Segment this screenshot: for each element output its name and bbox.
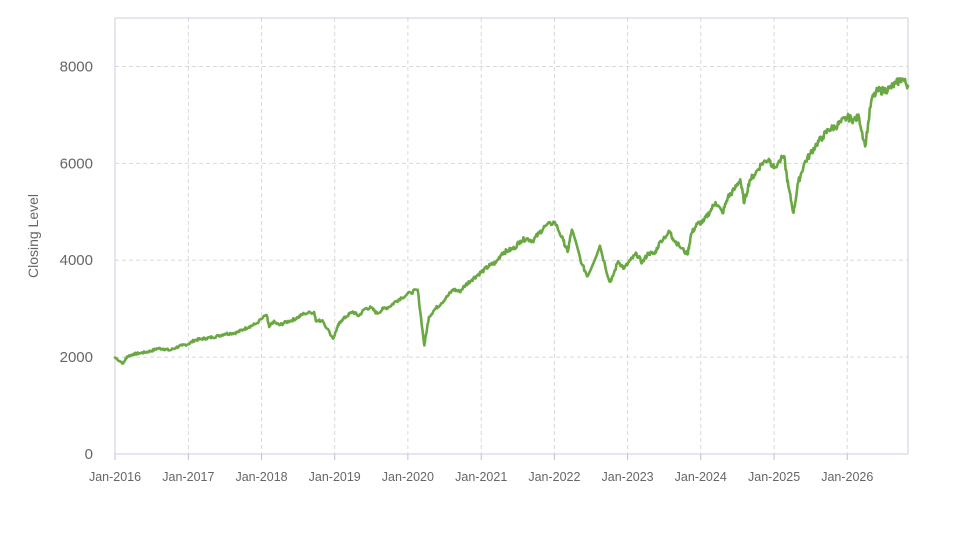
y-tick-label: 6000 [60, 155, 93, 172]
series-layer [113, 77, 910, 365]
x-tick-label: Jan-2021 [455, 470, 507, 484]
plot-area [115, 18, 908, 454]
grid-lines [115, 18, 908, 454]
axes [114, 17, 909, 460]
y-tick-label: 8000 [60, 58, 93, 75]
x-tick-label: Jan-2022 [528, 470, 580, 484]
tick-labels: 0 2000 4000 6000 8000 Jan-2016 Jan-2017 Jan-201… [60, 58, 874, 484]
plot-border [114, 17, 909, 455]
x-tick-label: Jan-2023 [602, 470, 654, 484]
x-tick-label: Jan-2026 [821, 470, 873, 484]
x-tick-label: Jan-2018 [235, 470, 287, 484]
x-tick-label: Jan-2016 [89, 470, 141, 484]
y-tick-label: 2000 [60, 349, 93, 366]
x-tick-label: Jan-2025 [748, 470, 800, 484]
x-tick-label: Jan-2019 [309, 470, 361, 484]
x-tick-label: Jan-2024 [675, 470, 727, 484]
x-tick-label: Jan-2017 [162, 470, 214, 484]
y-axis-title: Closing Level [25, 194, 41, 278]
series-line-0 [113, 77, 910, 365]
x-tick-label: Jan-2020 [382, 470, 434, 484]
y-tick-label: 0 [85, 446, 93, 463]
y-tick-label: 4000 [60, 252, 93, 269]
